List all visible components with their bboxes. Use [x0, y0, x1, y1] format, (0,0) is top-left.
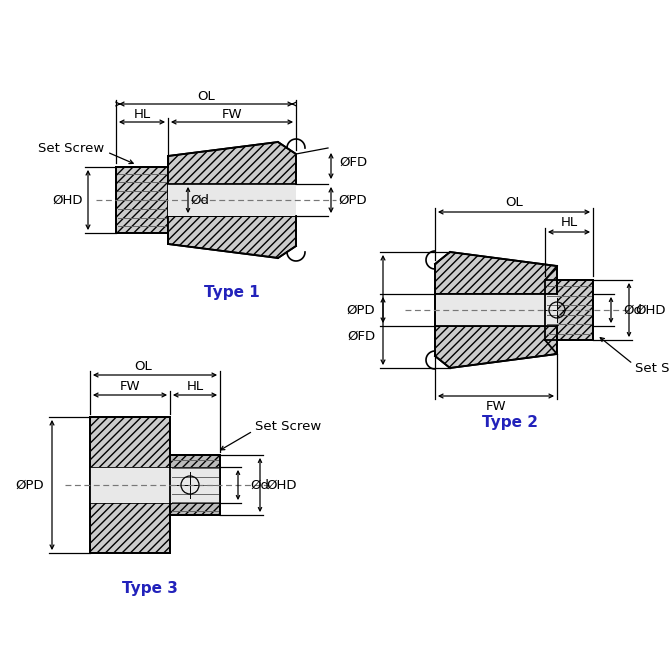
Text: FW: FW	[120, 379, 140, 393]
Text: Type 1: Type 1	[204, 285, 260, 301]
Text: HL: HL	[560, 216, 578, 230]
Text: Ød: Ød	[250, 478, 269, 492]
Text: HL: HL	[133, 107, 151, 121]
Text: ØPD: ØPD	[15, 478, 44, 492]
Text: OL: OL	[197, 90, 215, 103]
Text: FW: FW	[222, 107, 243, 121]
Text: ØPD: ØPD	[339, 194, 367, 206]
Text: OL: OL	[134, 360, 152, 373]
Polygon shape	[435, 326, 557, 368]
Text: HL: HL	[186, 379, 204, 393]
Text: ØFD: ØFD	[339, 155, 367, 168]
Text: Set Screw: Set Screw	[255, 421, 321, 433]
Text: OL: OL	[505, 196, 523, 210]
Polygon shape	[545, 280, 593, 340]
Text: Type 3: Type 3	[122, 580, 178, 596]
Text: Set Screw: Set Screw	[38, 143, 104, 155]
Text: Ød: Ød	[190, 194, 209, 206]
Polygon shape	[168, 142, 296, 184]
Polygon shape	[168, 184, 296, 216]
Polygon shape	[90, 467, 220, 503]
Polygon shape	[90, 485, 220, 553]
Polygon shape	[435, 252, 557, 294]
Text: ØHD: ØHD	[53, 194, 83, 206]
Text: FW: FW	[486, 399, 507, 413]
Polygon shape	[116, 167, 168, 233]
Polygon shape	[435, 294, 557, 326]
Text: ØHD: ØHD	[636, 304, 666, 316]
Text: ØPD: ØPD	[346, 304, 375, 316]
Polygon shape	[168, 216, 296, 258]
Text: Ød: Ød	[623, 304, 642, 316]
Text: Set Screw: Set Screw	[635, 362, 670, 375]
Text: Type 2: Type 2	[482, 415, 538, 431]
Text: ØHD: ØHD	[267, 478, 297, 492]
Polygon shape	[90, 417, 220, 485]
Text: ØFD: ØFD	[347, 330, 375, 342]
Polygon shape	[170, 455, 220, 515]
